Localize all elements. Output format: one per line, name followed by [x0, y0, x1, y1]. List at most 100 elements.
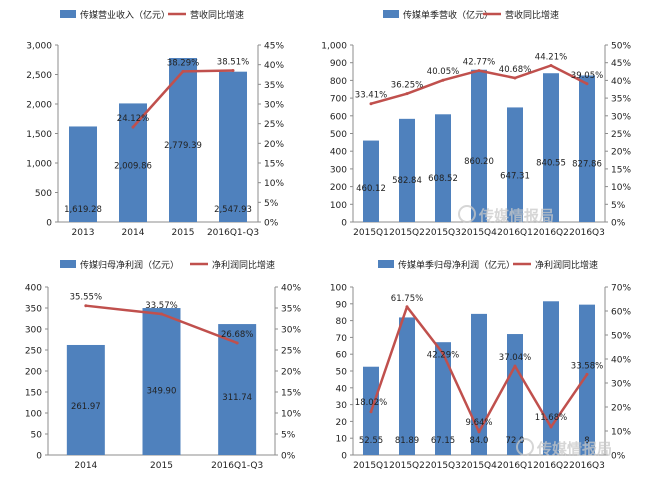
y2-tick-label: 5% [611, 201, 626, 211]
y-tick-label: 90 [336, 300, 348, 310]
chart-body: 传媒单季归母净利润（亿元） 净利润同比增速 0 10 20 30 40 50 60 70 80 90 1… [330, 259, 632, 471]
y-tick-label: 30 [336, 401, 348, 411]
bar [543, 73, 559, 222]
legend-bar-label: 传媒单季营收（亿元） [403, 9, 493, 21]
y-tick-label: 150 [25, 389, 42, 399]
legend-line-label: 营收同比增速 [505, 9, 559, 21]
x-tick-label: 2016Q2 [533, 228, 569, 238]
growth-label: 11.68% [535, 413, 567, 423]
bar-value-label: 608.52 [428, 174, 458, 184]
growth-label: 36.25% [391, 81, 423, 91]
growth-label: 42.29% [427, 351, 459, 361]
growth-point [585, 82, 589, 86]
bar-value-label: 8 [584, 436, 589, 446]
y-tick-label: 1,000 [26, 160, 52, 170]
y2-tick-label: 30% [281, 326, 301, 336]
bar [579, 75, 595, 222]
growth-point [181, 69, 185, 73]
growth-point [477, 430, 481, 434]
y2-tick-label: 40% [611, 77, 631, 87]
chart-revenue-annual: 传媒营业收入（亿元） 营收同比增速 0 500 1,000 1,500 2,000 2,500… [26, 9, 284, 238]
x-tick-label: 2015Q2 [389, 228, 425, 238]
legend-line-label: 净利润同比增速 [212, 259, 275, 271]
bar-value-label: 261.97 [71, 402, 101, 412]
chart-body: 传媒单季营收（亿元） 营收同比增速 0 100 200 300 400 500 600 700 80… [321, 9, 631, 238]
growth-label: 40.68% [499, 65, 531, 75]
growth-point [131, 125, 135, 129]
y-tick-label: 100 [330, 284, 347, 294]
y2-tick-label: 30% [611, 380, 631, 390]
y2-tick-label: 20% [281, 368, 301, 378]
y2-tick-label: 35% [281, 305, 301, 315]
y-tick-label: 70 [336, 334, 348, 344]
bar [507, 107, 523, 222]
x-tick-label: 2015Q3 [425, 461, 461, 471]
y-tick-label: 10 [336, 435, 348, 445]
y2-tick-label: 25% [611, 130, 631, 140]
x-tick-label: 2015Q3 [425, 228, 461, 238]
y2-tick-label: 0% [264, 219, 279, 229]
bar-value-label: 460.12 [356, 184, 386, 194]
y2-tick-label: 30% [264, 101, 284, 111]
growth-point [441, 78, 445, 82]
y2-tick-label: 10% [611, 428, 631, 438]
y-tick-label: 400 [25, 284, 42, 294]
bar [66, 344, 105, 455]
bar-value-label: 1,619.28 [64, 205, 102, 215]
bar [69, 126, 97, 222]
growth-label: 38.51% [217, 58, 249, 68]
growth-label: 40.05% [427, 67, 459, 77]
bar [471, 313, 487, 455]
y-tick-label: 40 [336, 384, 348, 394]
bar-value-label: 72.0 [506, 436, 525, 446]
bar-value-label: 827.86 [572, 159, 602, 169]
growth-point [477, 69, 481, 73]
y2-tick-label: 5% [281, 431, 296, 441]
legend-bar-swatch [60, 260, 76, 268]
growth-point [231, 69, 235, 73]
growth-point [513, 364, 517, 368]
y-tick-label: 900 [330, 59, 347, 69]
bar [142, 308, 181, 455]
x-tick-label: 2016Q1-Q3 [211, 461, 263, 471]
legend-bar-swatch [383, 10, 399, 18]
chart-body: 传媒归母净利润（亿元） 净利润同比增速 0 50 100 150 200 250 300 350 4… [25, 259, 302, 471]
y2-tick-label: 0% [281, 452, 296, 462]
y2-tick-label: 15% [281, 389, 301, 399]
y-tick-label: 300 [25, 326, 42, 336]
chart-revenue-quarterly: 传媒单季营收（亿元） 营收同比增速 0 100 200 300 400 500 600 700 80… [321, 9, 631, 238]
y-tick-label: 20 [336, 418, 348, 428]
legend-line-label: 营收同比增速 [190, 9, 244, 21]
y-tick-label: 800 [330, 77, 347, 87]
growth-label: 9.64% [465, 418, 492, 428]
legend-bar-swatch [378, 260, 394, 268]
y-tick-label: 600 [330, 112, 347, 122]
growth-label: 39.05% [571, 71, 603, 81]
bar [399, 317, 415, 455]
growth-label: 33.57% [145, 301, 177, 311]
y2-tick-label: 40% [611, 356, 631, 366]
y2-tick-label: 40% [264, 61, 284, 71]
y-tick-label: 100 [330, 201, 347, 211]
x-tick-label: 2015Q1 [353, 461, 389, 471]
y2-tick-label: 10% [264, 179, 284, 189]
bar-value-label: 52.55 [359, 436, 383, 446]
bar-value-label: 840.55 [536, 158, 566, 168]
growth-point [405, 305, 409, 309]
growth-point [405, 92, 409, 96]
bar [543, 301, 559, 455]
bar [399, 118, 415, 222]
y-tick-label: 3,000 [26, 42, 52, 52]
legend-bar-label: 传媒归母净利润（亿元） [80, 259, 179, 271]
bar-value-label: 67.15 [431, 436, 455, 446]
growth-point [160, 312, 163, 316]
growth-point [549, 63, 553, 67]
y-tick-label: 50 [31, 431, 43, 441]
bar [471, 69, 487, 222]
y-tick-label: 100 [25, 410, 42, 420]
growth-point [441, 352, 445, 356]
legend-bar-label: 传媒营业收入（亿元） [80, 9, 170, 21]
y2-tick-label: 20% [611, 404, 631, 414]
legend-bar-label: 传媒单季归母净利润（亿元） [398, 259, 515, 271]
